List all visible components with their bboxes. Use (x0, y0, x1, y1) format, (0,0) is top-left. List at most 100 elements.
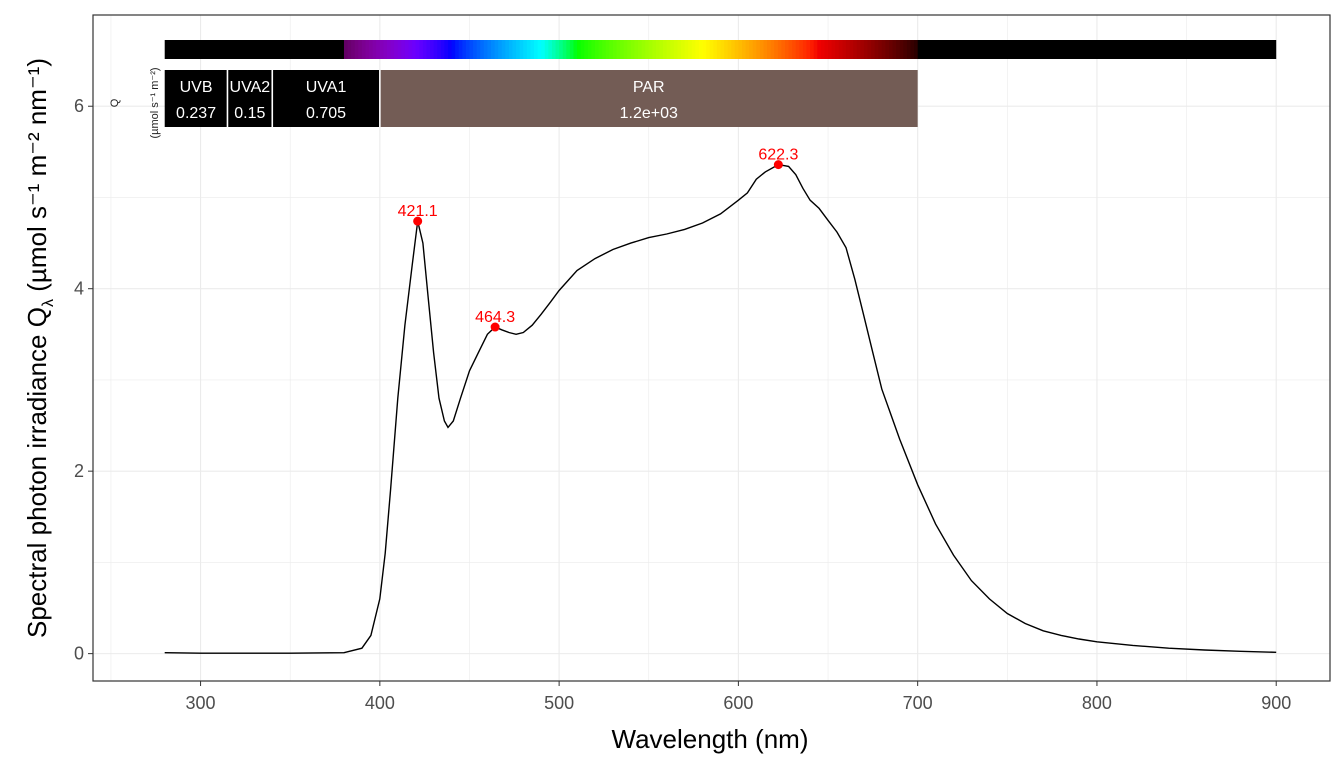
spectrum-bar-segment (519, 40, 524, 59)
spectrum-bar-segment (813, 40, 818, 59)
spectrum-bar-segment (354, 40, 359, 59)
y-tick-label: 0 (74, 644, 84, 664)
spectrum-bar-segment (706, 40, 711, 59)
spectrum-bar-segment (605, 40, 610, 59)
spectrum-bar-segment (462, 40, 467, 59)
spectrum-bar-segment (906, 40, 912, 59)
spectrum-bar-segment (645, 40, 650, 59)
spectrum-bar-segment (788, 40, 793, 59)
spectrum-bar-segment (387, 40, 392, 59)
spectrum-bar-segment (888, 40, 894, 59)
spectrum-bar-segment (716, 40, 722, 59)
spectrum-bar-segment (412, 40, 417, 59)
spectrum-bar-segment (878, 40, 883, 59)
peak-markers: 421.1 464.3 622.3 (398, 147, 798, 332)
spectrum-bar-segment (756, 40, 761, 59)
spectrum-bar-segment (365, 40, 370, 59)
spectrum-bar-segment (487, 40, 492, 59)
spectrum-bar-segment (580, 40, 585, 59)
spectrum-bar-segment (548, 40, 553, 59)
waveband-unit-text: (µmol s⁻¹ m⁻²) (149, 67, 161, 138)
y-axis: 0 2 4 6 (74, 96, 93, 664)
spectrum-bar-segment (914, 40, 919, 59)
x-tick-label: 300 (186, 693, 216, 713)
spectrum-bar-segment (702, 40, 707, 59)
spectrum-bar-segment (541, 40, 546, 59)
spectrum-bar-segment (871, 40, 876, 59)
spectrum-bar-segment (444, 40, 449, 59)
spectrum-bar-segment (752, 40, 757, 59)
spectrum-bar-segment (849, 40, 854, 59)
spectrum-bar-segment (551, 40, 557, 59)
spectrum-bar-segment (663, 40, 668, 59)
spectrum-bar-segment (480, 40, 485, 59)
spectrum-bar-segment (863, 40, 869, 59)
x-tick-label: 700 (903, 693, 933, 713)
spectrum-bar-segment (691, 40, 696, 59)
spectrum-bar-segment (419, 40, 424, 59)
spectrum-bar-segment (569, 40, 575, 59)
spectrum-bar-segment (383, 40, 388, 59)
spectrum-bar-segment (838, 40, 843, 59)
x-tick-label: 500 (544, 693, 574, 713)
spectrum-bar-segment (573, 40, 578, 59)
spectrum-bar-segment (476, 40, 481, 59)
spectrum-bar-segment (372, 40, 377, 59)
spectrum-bar-segment (917, 40, 922, 59)
spectrum-bar-segment (562, 40, 567, 59)
waveband-value: 0.705 (306, 105, 346, 122)
spectrum-bar-segment (688, 40, 693, 59)
spectrum-bar-segment (358, 40, 363, 59)
spectrum-bar-segment (512, 40, 517, 59)
waveband-box (164, 70, 228, 127)
spectrum-bar-segment (896, 40, 901, 59)
y-axis-label-text: Spectral photon irradiance Qλ (µmol s⁻¹ … (22, 58, 57, 638)
spectrum-bar-segment (709, 40, 714, 59)
waveband-value: 0.15 (234, 105, 265, 122)
spectrum-bar-segment (749, 40, 754, 59)
spectrum-bar-segment (612, 40, 618, 59)
peak-point (413, 216, 423, 226)
spectrum-bar-segment (627, 40, 632, 59)
spectrum-bar-segment (490, 40, 496, 59)
series-line (164, 163, 1277, 654)
spectrum-bar-segment (637, 40, 643, 59)
spectrum-bar-segment (724, 40, 729, 59)
spectrum-bar-segment (842, 40, 847, 59)
spectrum-bar-segment (731, 40, 736, 59)
spectrum-bar-segment (594, 40, 600, 59)
spectrum-bar-segment (845, 40, 851, 59)
peak-label: 421.1 (398, 203, 438, 220)
spectrum-bar-segment (494, 40, 499, 59)
waveband-name: UVA2 (230, 79, 271, 96)
spectrum-bar-segment (867, 40, 872, 59)
spectrum-bar-segment (455, 40, 460, 59)
waveband-box (227, 70, 273, 127)
spectrum-bar-segment (741, 40, 747, 59)
waveband-qty-label: Q (109, 98, 121, 107)
spectrum-bar-segment (591, 40, 596, 59)
spectrum-bar-segment (853, 40, 858, 59)
waveband-name: UVA1 (306, 79, 347, 96)
spectrum-bar-segment (734, 40, 739, 59)
peak-label: 464.3 (475, 309, 515, 326)
spectrum-bar-segment (347, 40, 352, 59)
y-tick-label: 2 (74, 461, 84, 481)
spectrum-bar-segment (376, 40, 381, 59)
spectrum-bar-segment (820, 40, 826, 59)
spectrum-bar-segment (404, 40, 410, 59)
spectrum-bar-segment (505, 40, 510, 59)
spectrum-bar-segment (774, 40, 779, 59)
spectrum-bar-segment (433, 40, 438, 59)
x-tick-label: 800 (1082, 693, 1112, 713)
spectrum-bar-segment (720, 40, 725, 59)
spectrum-bar-segment (555, 40, 560, 59)
spectrum-bar-segment (641, 40, 646, 59)
spectrum-bar-segment (458, 40, 463, 59)
spectrum-bar-segment (369, 40, 374, 59)
spectrum-bar-segment (483, 40, 489, 59)
spectrum-bar-segment (655, 40, 661, 59)
spectrum-bar-segment (426, 40, 431, 59)
spectrum-bar-segment (602, 40, 607, 59)
spectrum-bar-segment (910, 40, 915, 59)
